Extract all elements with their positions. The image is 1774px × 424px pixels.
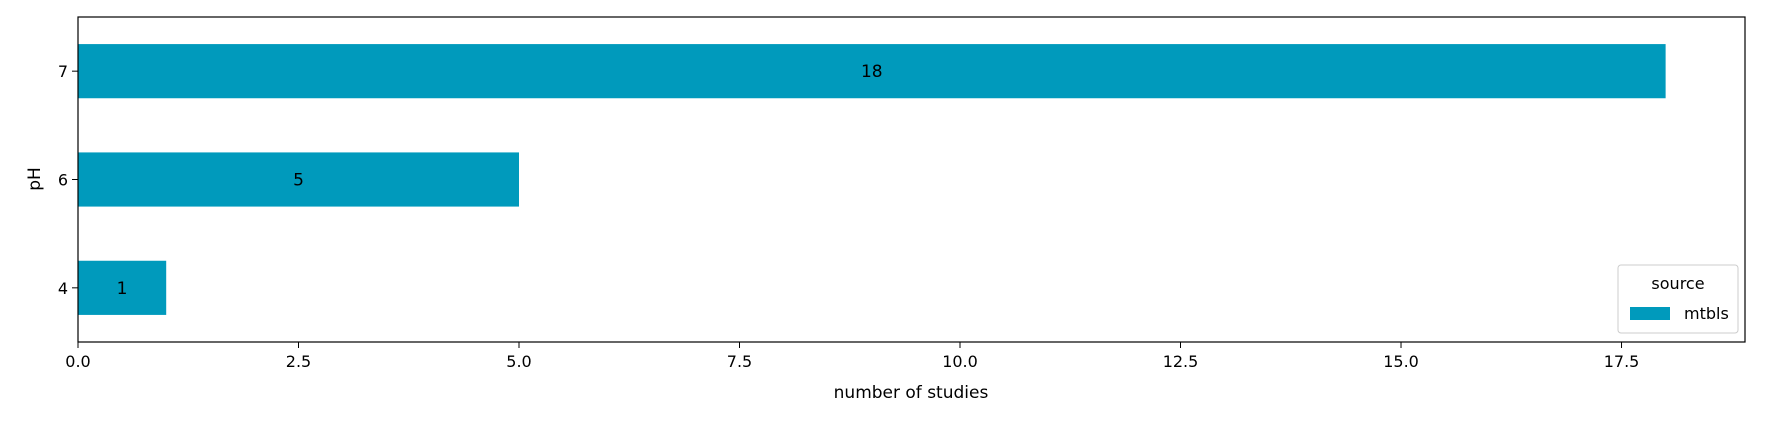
- x-axis-label: number of studies: [834, 383, 989, 403]
- bar-ph-4: [78, 260, 167, 315]
- x-tick-label: 15.0: [1383, 352, 1419, 371]
- x-tick-label: 10.0: [942, 352, 978, 371]
- y-tick-label: 6: [58, 171, 68, 190]
- legend: source mtbls: [1617, 264, 1739, 334]
- y-tick-label: 7: [58, 62, 68, 81]
- x-axis-ticks: 0.0 2.5 5.0 7.5 10.0 12.5 15.0 17.5: [65, 342, 1639, 371]
- x-tick-label: 0.0: [65, 352, 90, 371]
- y-axis-label: pH: [25, 167, 45, 191]
- bar-value-label: 1: [117, 279, 128, 299]
- bar-ph-7: [78, 44, 1666, 99]
- x-tick-label: 2.5: [286, 352, 311, 371]
- legend-entry-mtbls: mtbls: [1684, 304, 1729, 323]
- legend-title: source: [1651, 274, 1704, 293]
- bar-value-label: 5: [293, 171, 304, 191]
- x-tick-label: 5.0: [506, 352, 531, 371]
- bar-value-label: 18: [861, 62, 883, 82]
- legend-swatch-mtbls: [1630, 307, 1670, 320]
- x-tick-label: 7.5: [727, 352, 752, 371]
- x-tick-label: 12.5: [1163, 352, 1199, 371]
- bars-group: [78, 44, 1666, 315]
- y-axis-ticks: 4 6 7: [58, 62, 78, 298]
- x-tick-label: 17.5: [1604, 352, 1640, 371]
- bar-ph-6: [78, 152, 520, 207]
- y-tick-label: 4: [58, 279, 68, 298]
